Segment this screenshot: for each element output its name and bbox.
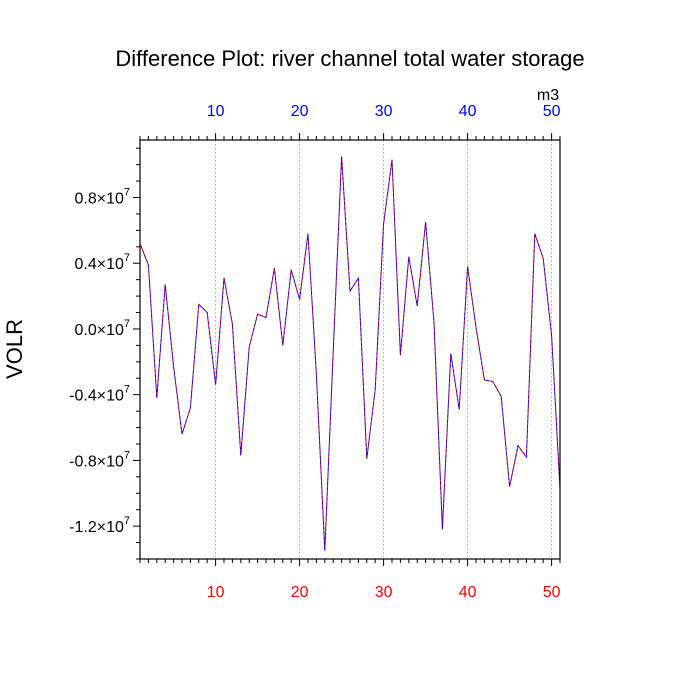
axes-group: 10 10 20 20 30 30 40 40 50 50 -1.2×107 -0.8×107 -0.4… bbox=[69, 103, 561, 601]
top-x-tick-label: 50 bbox=[543, 103, 561, 120]
x-tick-label: 20 bbox=[291, 584, 309, 601]
y-tick-label: -0.4×107 bbox=[69, 384, 130, 405]
y-tick-label: -1.2×107 bbox=[69, 515, 130, 536]
series-line-blue bbox=[139, 156, 561, 551]
series-line-red bbox=[139, 156, 561, 551]
x-tick-label: 40 bbox=[459, 584, 477, 601]
x-tick-label: 50 bbox=[543, 584, 561, 601]
y-tick-label: 0.8×107 bbox=[74, 187, 130, 208]
top-x-tick-label: 10 bbox=[207, 103, 225, 120]
chart-title: Difference Plot: river channel total wat… bbox=[115, 46, 584, 71]
series-group bbox=[139, 156, 561, 551]
y-tick-label: 0.0×107 bbox=[74, 318, 130, 339]
grid-lines bbox=[215, 140, 552, 559]
top-x-tick-label: 40 bbox=[459, 103, 477, 120]
plot-frame bbox=[139, 139, 561, 560]
units-label: m3 bbox=[537, 87, 559, 104]
y-axis-label: VOLR bbox=[2, 319, 27, 379]
top-x-tick-label: 20 bbox=[291, 103, 309, 120]
x-tick-label: 10 bbox=[207, 584, 225, 601]
top-x-tick-label: 30 bbox=[375, 103, 393, 120]
y-tick-label: -0.8×107 bbox=[69, 449, 130, 470]
y-tick-label: 0.4×107 bbox=[74, 252, 130, 273]
x-tick-label: 30 bbox=[375, 584, 393, 601]
